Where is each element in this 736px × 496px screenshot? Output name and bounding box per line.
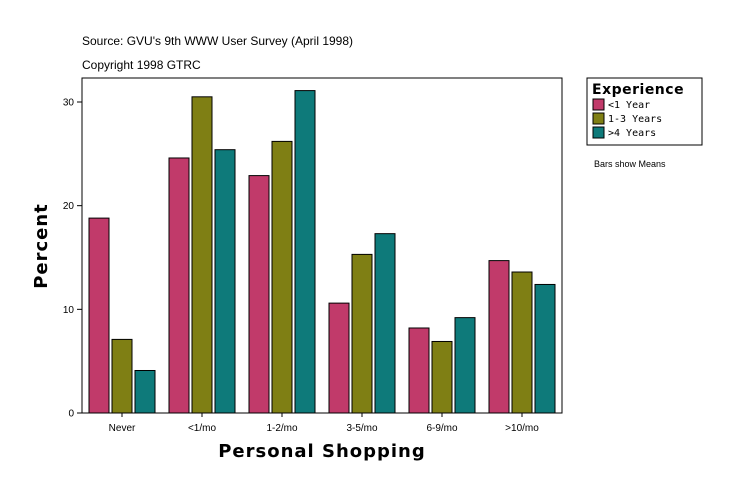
bar — [111, 338, 133, 414]
y-tick-label: 20 — [63, 201, 75, 212]
x-tick-label: 3-5/mo — [346, 423, 378, 434]
y-axis-title: Percent — [31, 203, 52, 289]
legend-swatch — [592, 126, 605, 139]
plot-area — [81, 77, 563, 414]
y-axis: 0 10 20 30 — [63, 98, 82, 420]
source-line: Source: GVU's 9th WWW User Survey (April… — [82, 34, 353, 48]
bars-group — [88, 90, 556, 414]
bar — [511, 271, 533, 414]
bar — [134, 369, 156, 414]
x-axis: Never <1/mo 1-2/mo 3-5/mo 6-9/mo >10/mo — [109, 413, 539, 434]
x-tick-label: <1/mo — [188, 423, 217, 434]
bar — [271, 140, 293, 414]
legend-label: >4 Years — [608, 128, 656, 139]
bar — [328, 302, 350, 414]
y-tick-label: 30 — [63, 98, 75, 109]
x-tick-label: 1-2/mo — [266, 423, 298, 434]
y-tick-label: 10 — [63, 305, 75, 316]
x-axis-title: Personal Shopping — [218, 441, 426, 462]
x-tick-label: Never — [109, 423, 136, 434]
legend-swatch — [592, 98, 605, 111]
bar — [408, 327, 430, 414]
bar — [248, 175, 270, 414]
x-tick-label: 6-9/mo — [426, 423, 458, 434]
legend-box — [586, 77, 703, 146]
y-tick-label: 0 — [68, 409, 74, 420]
bar — [214, 149, 236, 414]
bar — [351, 253, 373, 414]
bar — [534, 283, 556, 414]
bar — [454, 317, 476, 414]
bar — [374, 233, 396, 414]
bars-note: Bars show Means — [594, 159, 666, 169]
copyright-line: Copyright 1998 GTRC — [82, 58, 201, 72]
bar — [191, 96, 213, 414]
bar — [294, 90, 316, 414]
bar — [88, 217, 110, 414]
legend-title: Experience — [592, 82, 684, 98]
legend-label: 1-3 Years — [608, 114, 662, 125]
legend-swatch — [592, 112, 605, 125]
legend-label: <1 Year — [608, 100, 650, 111]
legend: Experience <1 Year 1-3 Years >4 Years — [586, 77, 703, 146]
bar — [168, 157, 190, 414]
x-tick-label: >10/mo — [505, 423, 539, 434]
bar — [488, 260, 510, 414]
bar — [431, 340, 453, 414]
